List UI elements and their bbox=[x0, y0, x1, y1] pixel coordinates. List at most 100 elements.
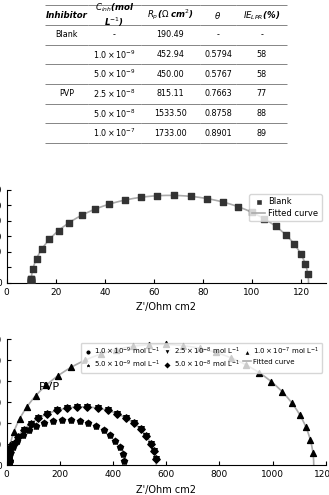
$2.5\times10^{-8}$ mol L-1 bbox=[6, 456, 12, 464]
Legend: $1.0\times10^{-9}$ mol L$^{-1}$, $5.0\times10^{-9}$ mol L$^{-1}$, $2.5\times10^{: $1.0\times10^{-9}$ mol L$^{-1}$, $5.0\ti… bbox=[81, 343, 322, 373]
$1.0\times10^{-7}$ mol L-1 bbox=[5, 460, 11, 468]
$2.5\times10^{-8}$ mol L-1 bbox=[138, 425, 143, 433]
$5.0\times10^{-8}$ mol L-1 bbox=[6, 457, 11, 465]
Point bbox=[34, 254, 39, 262]
Point bbox=[47, 235, 52, 243]
$5.0\times10^{-8}$ mol L-1 bbox=[6, 459, 11, 467]
$5.0\times10^{-8}$ mol L-1 bbox=[114, 410, 120, 418]
$2.5\times10^{-8}$ mol L-1 bbox=[74, 403, 80, 411]
$1.0\times10^{-7}$ mol L-1 bbox=[24, 403, 30, 411]
$5.0\times10^{-8}$ mol L-1 bbox=[6, 461, 11, 469]
$1.0\times10^{-7}$ mol L-1 bbox=[6, 454, 11, 462]
Point bbox=[92, 205, 98, 213]
$1.0\times10^{-9}$ mol L-1 bbox=[6, 457, 11, 465]
$1.0\times10^{-7}$ mol L-1 bbox=[6, 455, 11, 463]
$1.0\times10^{-7}$ mol L-1 bbox=[181, 342, 186, 349]
$5.0\times10^{-9}$ mol L-1 bbox=[77, 417, 82, 425]
$1.0\times10^{-7}$ mol L-1 bbox=[130, 343, 135, 350]
$1.0\times10^{-7}$ mol L-1 bbox=[197, 345, 202, 352]
$1.0\times10^{-7}$ mol L-1 bbox=[17, 415, 22, 423]
$2.5\times10^{-8}$ mol L-1 bbox=[6, 461, 11, 469]
$1.0\times10^{-9}$ mol L-1 bbox=[6, 458, 11, 466]
$2.5\times10^{-8}$ mol L-1 bbox=[64, 404, 69, 412]
$5.0\times10^{-8}$ mol L-1 bbox=[54, 406, 59, 414]
X-axis label: Z'/Ohm cm2: Z'/Ohm cm2 bbox=[136, 302, 196, 312]
Point bbox=[29, 277, 34, 285]
$5.0\times10^{-9}$ mol L-1 bbox=[6, 459, 11, 467]
$1.0\times10^{-7}$ mol L-1 bbox=[243, 361, 248, 369]
$2.5\times10^{-8}$ mol L-1 bbox=[153, 455, 159, 463]
$2.5\times10^{-8}$ mol L-1 bbox=[105, 406, 110, 414]
Point bbox=[122, 196, 128, 204]
$5.0\times10^{-9}$ mol L-1 bbox=[113, 437, 118, 445]
Point bbox=[188, 193, 193, 200]
$1.0\times10^{-9}$ mol L-1 bbox=[101, 426, 106, 434]
$5.0\times10^{-9}$ mol L-1 bbox=[120, 450, 125, 458]
$2.5\times10^{-8}$ mol L-1 bbox=[131, 419, 137, 427]
$5.0\times10^{-9}$ mol L-1 bbox=[6, 458, 11, 466]
$5.0\times10^{-8}$ mol L-1 bbox=[28, 420, 33, 428]
Point bbox=[298, 249, 303, 257]
$5.0\times10^{-9}$ mol L-1 bbox=[101, 426, 106, 434]
$5.0\times10^{-9}$ mol L-1 bbox=[6, 461, 11, 469]
$5.0\times10^{-8}$ mol L-1 bbox=[123, 414, 128, 422]
$1.0\times10^{-7}$ mol L-1 bbox=[310, 449, 316, 457]
$1.0\times10^{-9}$ mol L-1 bbox=[6, 460, 11, 468]
Point bbox=[79, 211, 84, 219]
$5.0\times10^{-8}$ mol L-1 bbox=[6, 458, 11, 466]
$1.0\times10^{-9}$ mol L-1 bbox=[41, 419, 47, 427]
Point bbox=[220, 198, 225, 206]
$5.0\times10^{-8}$ mol L-1 bbox=[85, 403, 90, 411]
Point bbox=[30, 265, 36, 273]
$5.0\times10^{-9}$ mol L-1 bbox=[121, 457, 127, 465]
$1.0\times10^{-9}$ mol L-1 bbox=[68, 416, 73, 424]
$2.5\times10^{-8}$ mol L-1 bbox=[6, 460, 11, 468]
$1.0\times10^{-7}$ mol L-1 bbox=[257, 369, 262, 377]
Point bbox=[283, 231, 289, 239]
$2.5\times10^{-8}$ mol L-1 bbox=[36, 414, 41, 422]
$1.0\times10^{-9}$ mol L-1 bbox=[121, 457, 127, 465]
$1.0\times10^{-9}$ mol L-1 bbox=[26, 426, 32, 434]
$1.0\times10^{-7}$ mol L-1 bbox=[11, 428, 16, 436]
$5.0\times10^{-9}$ mol L-1 bbox=[117, 443, 122, 451]
$5.0\times10^{-9}$ mol L-1 bbox=[26, 426, 32, 434]
$2.5\times10^{-8}$ mol L-1 bbox=[8, 448, 13, 456]
$5.0\times10^{-9}$ mol L-1 bbox=[20, 431, 25, 439]
Point bbox=[29, 277, 34, 285]
$1.0\times10^{-7}$ mol L-1 bbox=[289, 399, 294, 407]
$1.0\times10^{-7}$ mol L-1 bbox=[6, 454, 11, 462]
$1.0\times10^{-9}$ mol L-1 bbox=[86, 419, 91, 427]
$1.0\times10^{-9}$ mol L-1 bbox=[11, 444, 16, 451]
$5.0\times10^{-9}$ mol L-1 bbox=[6, 457, 11, 465]
$2.5\times10^{-8}$ mol L-1 bbox=[6, 456, 12, 464]
Point bbox=[138, 194, 143, 201]
$2.5\times10^{-8}$ mol L-1 bbox=[28, 420, 33, 428]
$1.0\times10^{-7}$ mol L-1 bbox=[297, 411, 302, 419]
$5.0\times10^{-8}$ mol L-1 bbox=[144, 432, 149, 440]
Point bbox=[67, 219, 72, 227]
$1.0\times10^{-7}$ mol L-1 bbox=[68, 363, 74, 371]
Point bbox=[291, 240, 297, 248]
$1.0\times10^{-7}$ mol L-1 bbox=[147, 341, 152, 348]
$5.0\times10^{-8}$ mol L-1 bbox=[11, 440, 16, 448]
$5.0\times10^{-9}$ mol L-1 bbox=[107, 431, 113, 439]
$1.0\times10^{-9}$ mol L-1 bbox=[93, 422, 99, 430]
$5.0\times10^{-9}$ mol L-1 bbox=[86, 419, 91, 427]
Point bbox=[29, 276, 34, 284]
Point bbox=[249, 208, 254, 216]
Point bbox=[171, 192, 177, 199]
$2.5\times10^{-8}$ mol L-1 bbox=[21, 426, 26, 434]
$1.0\times10^{-7}$ mol L-1 bbox=[303, 423, 309, 431]
$2.5\times10^{-8}$ mol L-1 bbox=[85, 403, 90, 411]
$1.0\times10^{-9}$ mol L-1 bbox=[120, 450, 125, 458]
Point bbox=[29, 275, 34, 283]
$1.0\times10^{-9}$ mol L-1 bbox=[14, 437, 20, 445]
Point bbox=[29, 278, 34, 286]
$1.0\times10^{-7}$ mol L-1 bbox=[280, 388, 285, 396]
$1.0\times10^{-9}$ mol L-1 bbox=[77, 417, 82, 425]
$5.0\times10^{-8}$ mol L-1 bbox=[138, 425, 143, 433]
$5.0\times10^{-9}$ mol L-1 bbox=[59, 416, 64, 424]
$1.0\times10^{-9}$ mol L-1 bbox=[117, 443, 122, 451]
$1.0\times10^{-9}$ mol L-1 bbox=[6, 461, 11, 469]
$5.0\times10^{-8}$ mol L-1 bbox=[6, 456, 12, 464]
